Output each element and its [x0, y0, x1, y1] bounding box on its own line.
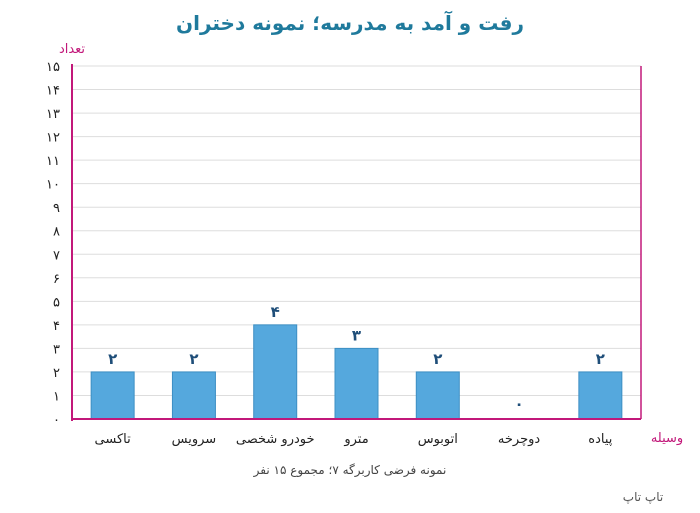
- data-label: ۲: [108, 350, 117, 368]
- y-tick-label: ۱۰: [46, 178, 60, 193]
- bar: [334, 347, 379, 420]
- y-tick-label: ۱۱: [46, 154, 60, 169]
- x-tick-label: دوچرخه: [498, 432, 540, 447]
- bars: [90, 324, 623, 420]
- y-tick-label: ۴: [53, 319, 60, 334]
- x-tick-label: سرویس: [172, 432, 217, 447]
- bar: [253, 324, 298, 420]
- x-tick-label: مترو: [343, 432, 368, 447]
- data-labels: ۲ ۲ ۴ ۳ ۲ ۰ ۲: [108, 303, 605, 413]
- y-tick-label: ۵: [53, 295, 60, 310]
- gridlines: [72, 65, 641, 396]
- x-tick-label: اتوبوس: [418, 432, 458, 447]
- y-tick-label: ۱۵: [46, 60, 60, 75]
- bar: [415, 371, 460, 420]
- y-tick-label: ۶: [53, 272, 60, 287]
- y-tick-label: ۲: [53, 366, 60, 381]
- data-label: ۲: [189, 350, 198, 368]
- data-label: ۲: [596, 350, 605, 368]
- y-axis-title: تعداد: [59, 42, 85, 57]
- y-tick-label: ۱۲: [46, 131, 60, 146]
- x-tick-labels: تاکسی سرویس خودرو شخصی مترو اتوبوس دوچرخه پیاد…: [95, 432, 613, 447]
- y-tick-label: ۱۳: [46, 107, 60, 122]
- y-tick-label: ۸: [53, 225, 60, 240]
- credit-text: تاپ تاپ: [623, 490, 663, 504]
- y-tick-label: ۱۴: [46, 84, 60, 99]
- chart-note: نمونه فرضی کاربرگه ۷؛ مجموع ۱۵ نفر: [253, 463, 447, 478]
- data-label: ۴: [271, 303, 280, 321]
- x-axis-title: وسیله: [651, 431, 683, 446]
- bar: [90, 371, 135, 420]
- bar: [171, 371, 216, 420]
- data-label: ۲: [433, 350, 442, 368]
- x-tick-label: پیاده: [588, 432, 612, 447]
- bar: [578, 371, 623, 420]
- y-tick-label: ۹: [53, 201, 60, 216]
- axes: [71, 64, 642, 421]
- x-tick-label: خودرو شخصی: [236, 432, 315, 447]
- data-label: ۰: [514, 395, 523, 413]
- y-tick-label: ۷: [53, 248, 60, 263]
- y-tick-label: ۱: [53, 389, 60, 404]
- y-tick-label: ۰: [53, 413, 60, 428]
- chart-title: رفت و آمد به مدرسه؛ نمونه دختران: [176, 10, 524, 35]
- y-tick-label: ۳: [53, 342, 60, 357]
- x-tick-label: تاکسی: [95, 432, 132, 447]
- data-label: ۳: [352, 326, 361, 344]
